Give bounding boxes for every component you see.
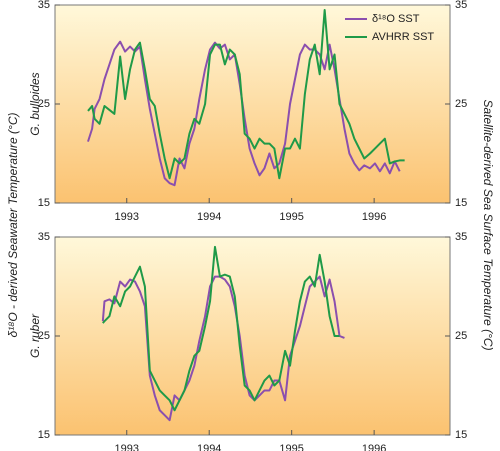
x-tick-label: 1993 xyxy=(115,443,139,451)
x-tick-label: 1996 xyxy=(362,443,386,451)
x-tick-label: 1996 xyxy=(362,211,386,223)
panel-label: G. ruber xyxy=(28,313,42,358)
series-line xyxy=(87,8,405,180)
x-tick-label: 1994 xyxy=(197,211,221,223)
legend-label: AVHRR SST xyxy=(372,31,434,43)
y-axis-label-right: Satellite-derived Sea Surface Temperatur… xyxy=(481,99,495,350)
series-line xyxy=(101,275,345,422)
x-tick-label: 1994 xyxy=(197,443,221,451)
y-tick-label: 35 xyxy=(38,231,50,243)
y2-tick-label: 25 xyxy=(455,98,467,110)
y-axis-label-left: δ¹⁸O - derived Seawater Temperature (°C) xyxy=(6,113,20,338)
y-tick-label: 15 xyxy=(38,197,50,209)
y2-tick-label: 15 xyxy=(455,429,467,441)
y-tick-label: 25 xyxy=(38,330,50,342)
y-tick-label: 25 xyxy=(38,98,50,110)
x-tick-label: 1995 xyxy=(279,443,303,451)
plot-area xyxy=(54,4,451,204)
legend-label: δ¹⁸O SST xyxy=(372,13,420,25)
series-line xyxy=(102,245,340,412)
y2-tick-label: 25 xyxy=(455,330,467,342)
panel-label: G. bulloides xyxy=(28,72,42,135)
y-tick-label: 35 xyxy=(38,0,50,11)
x-tick-label: 1993 xyxy=(115,211,139,223)
y2-tick-label: 35 xyxy=(455,0,467,11)
y2-tick-label: 35 xyxy=(455,231,467,243)
x-tick-label: 1995 xyxy=(279,211,303,223)
y-tick-label: 15 xyxy=(38,429,50,441)
y2-tick-label: 15 xyxy=(455,197,467,209)
plot-area xyxy=(54,236,451,436)
